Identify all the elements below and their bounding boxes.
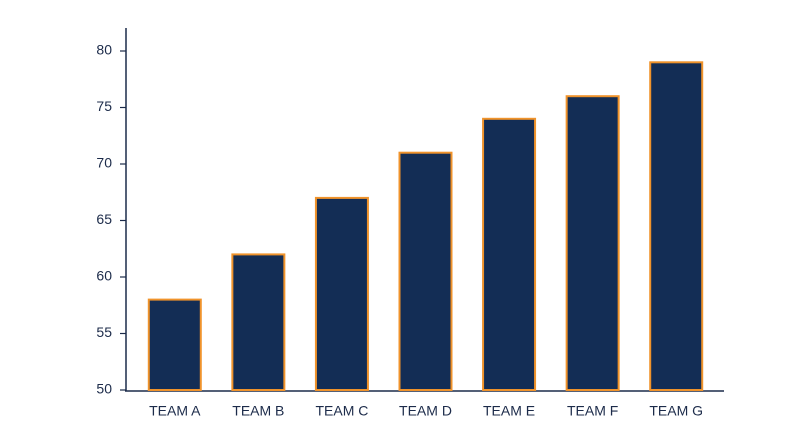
x-tick-label: TEAM A — [149, 403, 201, 419]
y-tick-label: 65 — [96, 211, 112, 227]
y-tick-label: 55 — [96, 324, 112, 340]
bar — [398, 151, 453, 391]
x-tick-label: TEAM C — [315, 403, 368, 419]
y-tick-label: 80 — [96, 42, 112, 58]
bar — [565, 95, 620, 391]
x-tick-label: TEAM F — [567, 403, 618, 419]
bar — [147, 298, 202, 392]
bar — [231, 253, 286, 391]
x-tick-label: TEAM G — [649, 403, 703, 419]
bar — [314, 196, 369, 391]
y-tick-label: 75 — [96, 98, 112, 114]
x-tick-label: TEAM E — [483, 403, 535, 419]
bar — [482, 117, 537, 392]
y-tick-label: 50 — [96, 381, 112, 397]
x-tick-label: TEAM D — [399, 403, 452, 419]
bar — [649, 61, 704, 392]
x-tick-label: TEAM B — [232, 403, 284, 419]
y-tick-label: 70 — [96, 155, 112, 171]
y-tick-label: 60 — [96, 268, 112, 284]
